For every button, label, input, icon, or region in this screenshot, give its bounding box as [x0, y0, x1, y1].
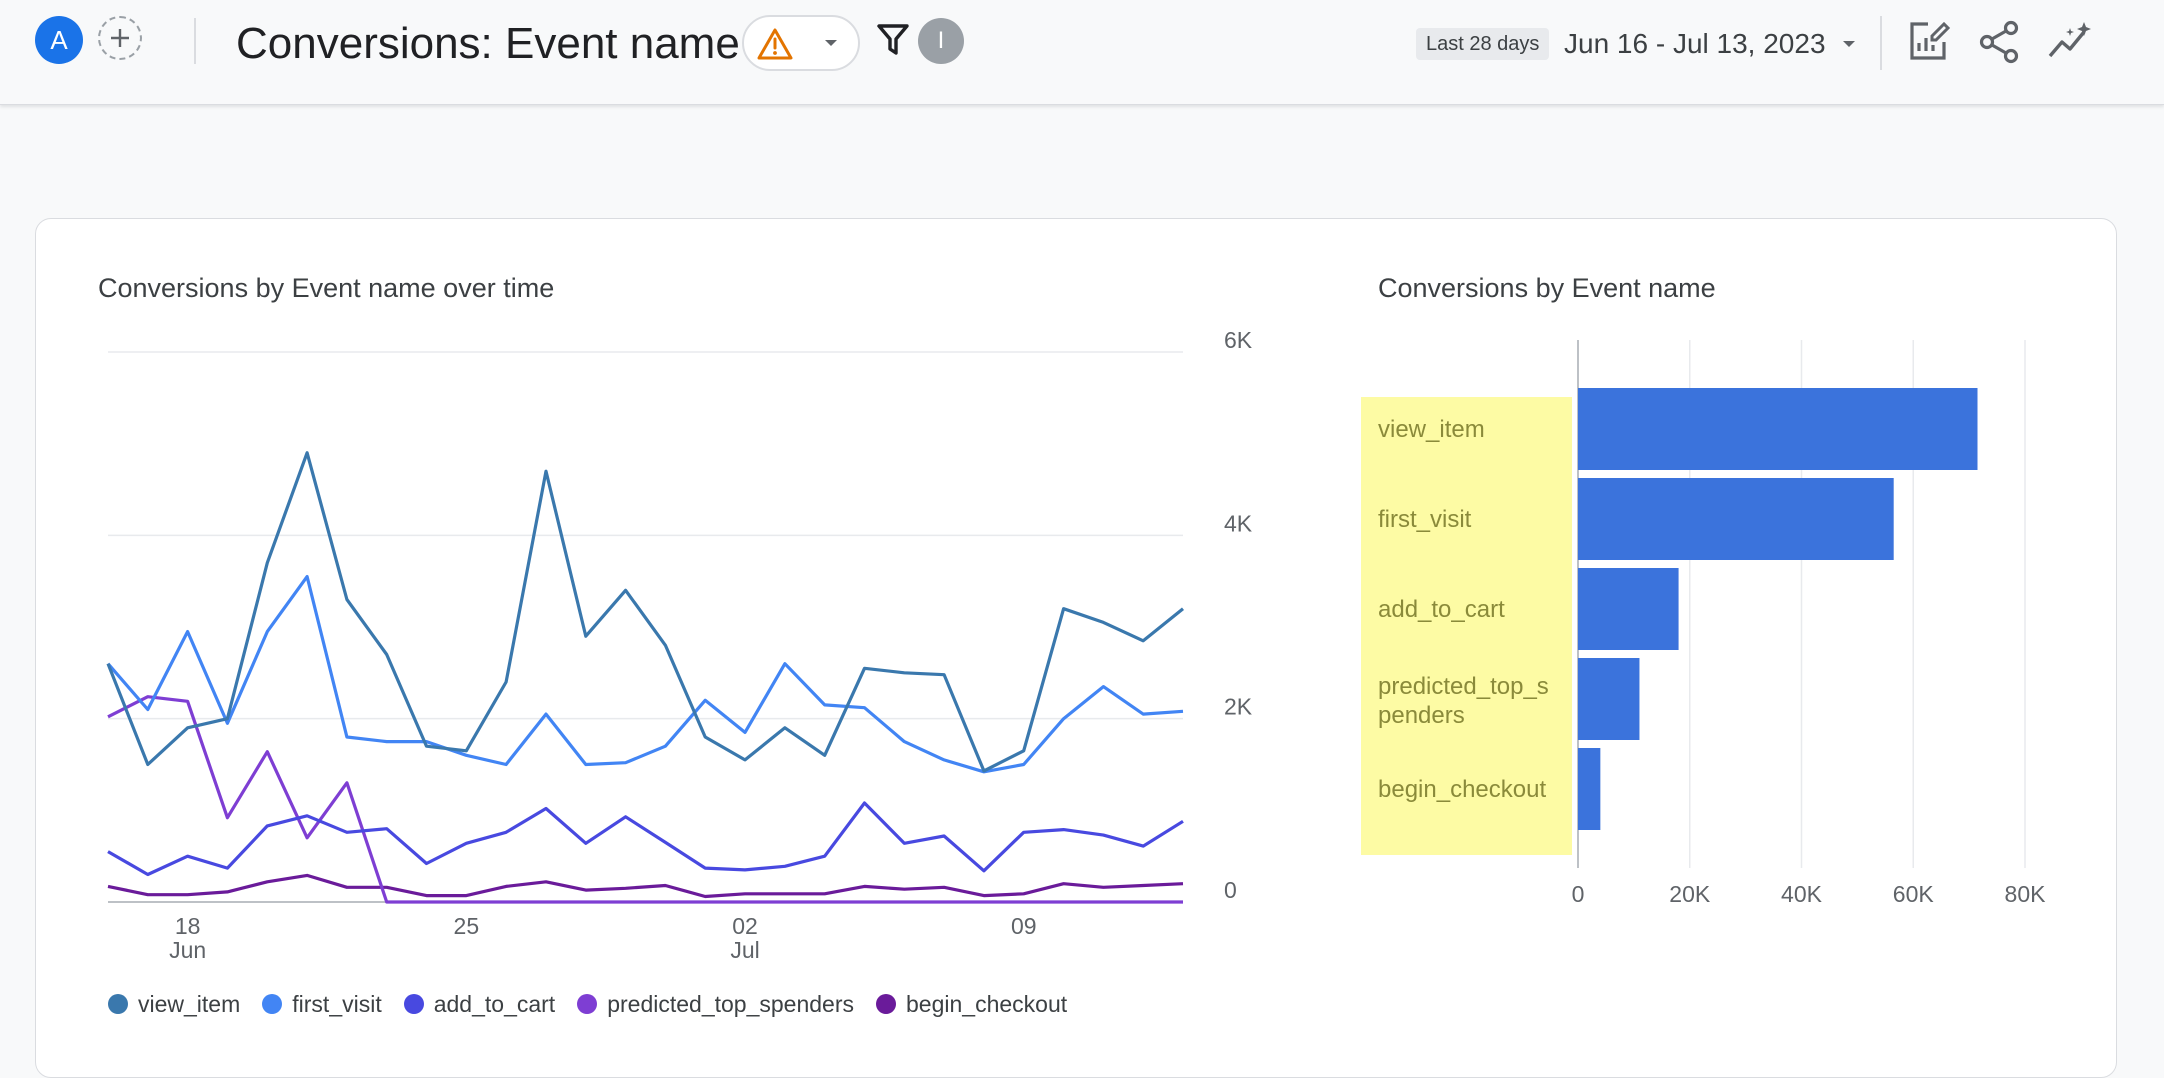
share-icon[interactable]: [1976, 18, 2022, 66]
series-line-begin_checkout: [107, 873, 1184, 899]
add-comparison-icon: [111, 29, 129, 47]
legend-item-first_visit[interactable]: first_visit: [262, 990, 382, 1018]
legend-label: first_visit: [292, 990, 382, 1017]
add-comparison-button[interactable]: [98, 16, 142, 60]
legend-item-view_item[interactable]: view_item: [108, 991, 240, 1018]
date-range-caret-icon[interactable]: [1840, 38, 1858, 50]
comparison-avatar[interactable]: A: [35, 16, 83, 64]
legend-dot: [577, 994, 598, 1014]
header-divider: [194, 18, 196, 64]
date-range-selector[interactable]: Jun 16 - Jul 13, 2023: [1564, 28, 1826, 59]
legend-dot: [403, 994, 424, 1014]
x-tick-sublabel: Jun: [169, 937, 206, 963]
x-tick-label: 18: [175, 913, 201, 939]
x-tick-label: 02: [732, 913, 758, 939]
series-line-view_item: [106, 451, 1185, 773]
legend-item-predicted_top_spenders[interactable]: predicted_top_spenders: [577, 991, 854, 1018]
report-header: A Conversions: Event name I Last 28 days…: [0, 0, 2164, 105]
legend-label: view_item: [138, 990, 241, 1017]
page-title: Conversions: Event name: [236, 19, 740, 68]
line-chart-title: Conversions by Event name over time: [98, 273, 555, 303]
legend-item-begin_checkout[interactable]: begin_checkout: [876, 991, 1067, 1018]
legend-dot: [262, 994, 283, 1014]
info-badge[interactable]: I: [918, 18, 964, 64]
series-line-predicted_top_spenders: [107, 695, 1183, 904]
bar-chart-title: Conversions by Event name: [1378, 273, 1716, 303]
y-tick-label: 2K: [1224, 694, 1253, 720]
warning-icon: [757, 28, 793, 60]
series-line-add_to_cart: [107, 801, 1184, 877]
filter-icon[interactable]: [876, 22, 910, 58]
customize-report-icon[interactable]: [1904, 18, 1952, 66]
x-tick-label: 25: [454, 913, 480, 939]
legend-dot: [108, 994, 128, 1014]
y-tick-label: 4K: [1224, 510, 1253, 536]
x-tick-label: 09: [1011, 913, 1037, 939]
x-tick-sublabel: Jul: [730, 937, 759, 963]
legend-item-add_to_cart[interactable]: add_to_cart: [403, 990, 556, 1018]
legend-label: begin_checkout: [906, 990, 1068, 1017]
line-chart-legend: view_item first_visit add_to_cart predicted…: [108, 986, 1089, 1022]
legend-label: add_to_cart: [433, 990, 556, 1017]
legend-label: predicted_top_spenders: [607, 990, 854, 1017]
insights-icon[interactable]: [2046, 18, 2096, 66]
data-quality-dropdown[interactable]: [742, 15, 860, 71]
legend-dot: [876, 994, 896, 1014]
dropdown-caret-icon: [825, 40, 837, 46]
date-preset-chip: Last 28 days: [1416, 28, 1550, 60]
header-divider-right: [1880, 16, 1882, 70]
y-tick-label: 6K: [1224, 327, 1253, 353]
y-tick-label: 0: [1224, 877, 1237, 903]
series-line-first_visit: [106, 574, 1184, 774]
